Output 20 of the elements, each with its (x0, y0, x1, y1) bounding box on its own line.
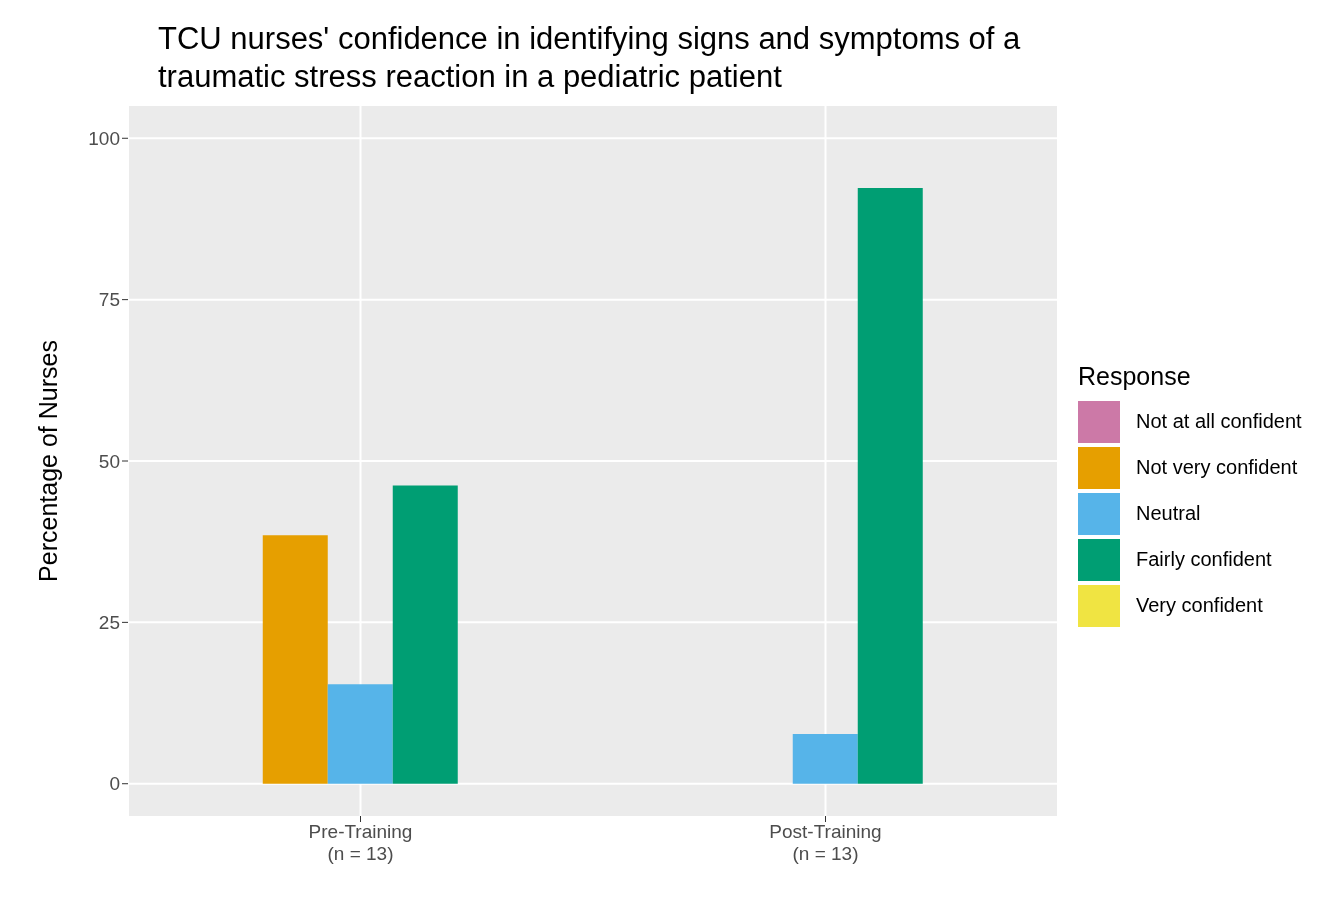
legend-label: Fairly confident (1136, 548, 1272, 571)
x-tick-label: Post-Training (n = 13) (769, 821, 882, 864)
legend-label: Not very confident (1136, 456, 1298, 479)
y-tick-label: 100 (88, 128, 120, 150)
y-tick-label: 50 (98, 450, 120, 472)
bar (857, 187, 923, 784)
bar (262, 535, 328, 784)
y-tick-label: 75 (98, 289, 120, 311)
x-tick-label: Pre-Training (n = 13) (308, 821, 413, 864)
legend-label: Very confident (1136, 594, 1263, 617)
chart-title: TCU nurses' confidence in identifying signs and symptoms of a traumatic stress reaction in a pediatric patient (158, 20, 1022, 96)
legend-label: Neutral (1136, 502, 1201, 525)
y-tick-label: 0 (109, 773, 120, 795)
y-tick-label: 25 (98, 612, 120, 634)
bar (327, 684, 393, 784)
bar (392, 485, 458, 784)
legend-title: Response (1078, 361, 1192, 391)
bar (792, 734, 858, 784)
y-axis-title: Percentage of Nurses (33, 340, 62, 582)
legend-label: Not at all confident (1136, 410, 1302, 433)
